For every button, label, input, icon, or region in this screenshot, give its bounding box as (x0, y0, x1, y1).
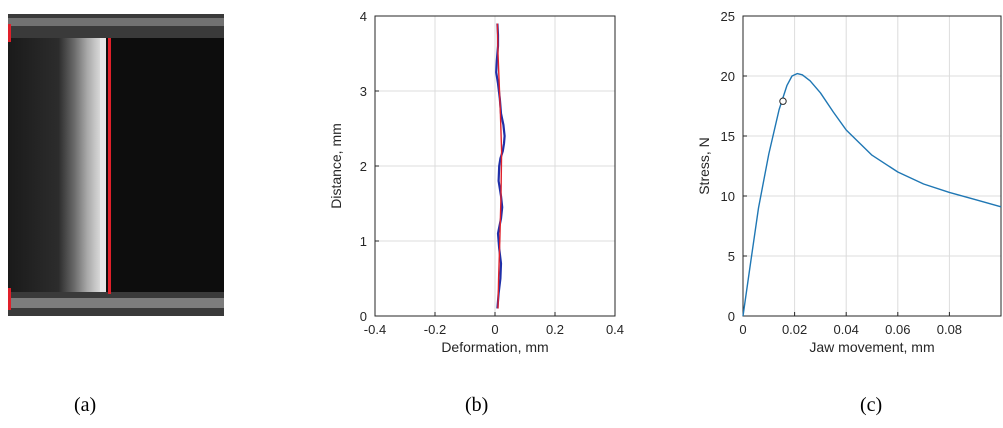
specimen-photo (8, 14, 224, 316)
x-tick-label: 0.4 (606, 322, 624, 337)
x-tick-label: 0 (739, 322, 746, 337)
series-line-b-1 (496, 23, 503, 309)
panel-label-c: (c) (860, 394, 883, 416)
chart-stress-vs-jaw: 0 0.02 0.04 0.06 0.08 0 5 10 15 20 25 Jaw movement,… (696, 9, 1002, 355)
x-tick-label: -0.4 (364, 322, 386, 337)
panel-label-b: (b) (465, 394, 489, 416)
y-tick-label: 0 (360, 309, 367, 324)
x-tick-label: 0.06 (885, 322, 910, 337)
y-tick-label: 20 (721, 69, 735, 84)
y-axis-label: Distance, mm (328, 123, 344, 209)
y-tick-label: 25 (721, 9, 735, 24)
crack-line-red (108, 38, 111, 294)
y-tick-label: 1 (360, 234, 367, 249)
chart-deformation-profile: -0.4 -0.2 0 0.2 0.4 0 1 2 3 4 Deformation, mm Dista… (328, 9, 624, 355)
x-axis-label: Deformation, mm (441, 339, 548, 355)
y-tick-label: 15 (721, 129, 735, 144)
x-tick-label: 0 (491, 322, 498, 337)
x-axis-label: Jaw movement, mm (809, 339, 934, 355)
x-tick-label: 0.2 (546, 322, 564, 337)
plot-frame (374, 15, 616, 317)
y-tick-label: 3 (360, 84, 367, 99)
y-tick-label: 2 (360, 159, 367, 174)
series-line-c-0 (742, 72, 1002, 317)
y-tick-label: 5 (728, 249, 735, 264)
y-tick-label: 4 (360, 9, 367, 24)
x-tick-label: 0.04 (834, 322, 859, 337)
marker-point (779, 97, 787, 105)
y-tick-label: 0 (728, 309, 735, 324)
plot-frame (742, 15, 1002, 317)
x-tick-label: -0.2 (424, 322, 446, 337)
y-axis-label: Stress, N (696, 137, 712, 195)
panel-label-a: (a) (74, 394, 97, 416)
x-tick-label: 0.08 (937, 322, 962, 337)
y-tick-label: 10 (721, 189, 735, 204)
x-tick-label: 0.02 (782, 322, 807, 337)
